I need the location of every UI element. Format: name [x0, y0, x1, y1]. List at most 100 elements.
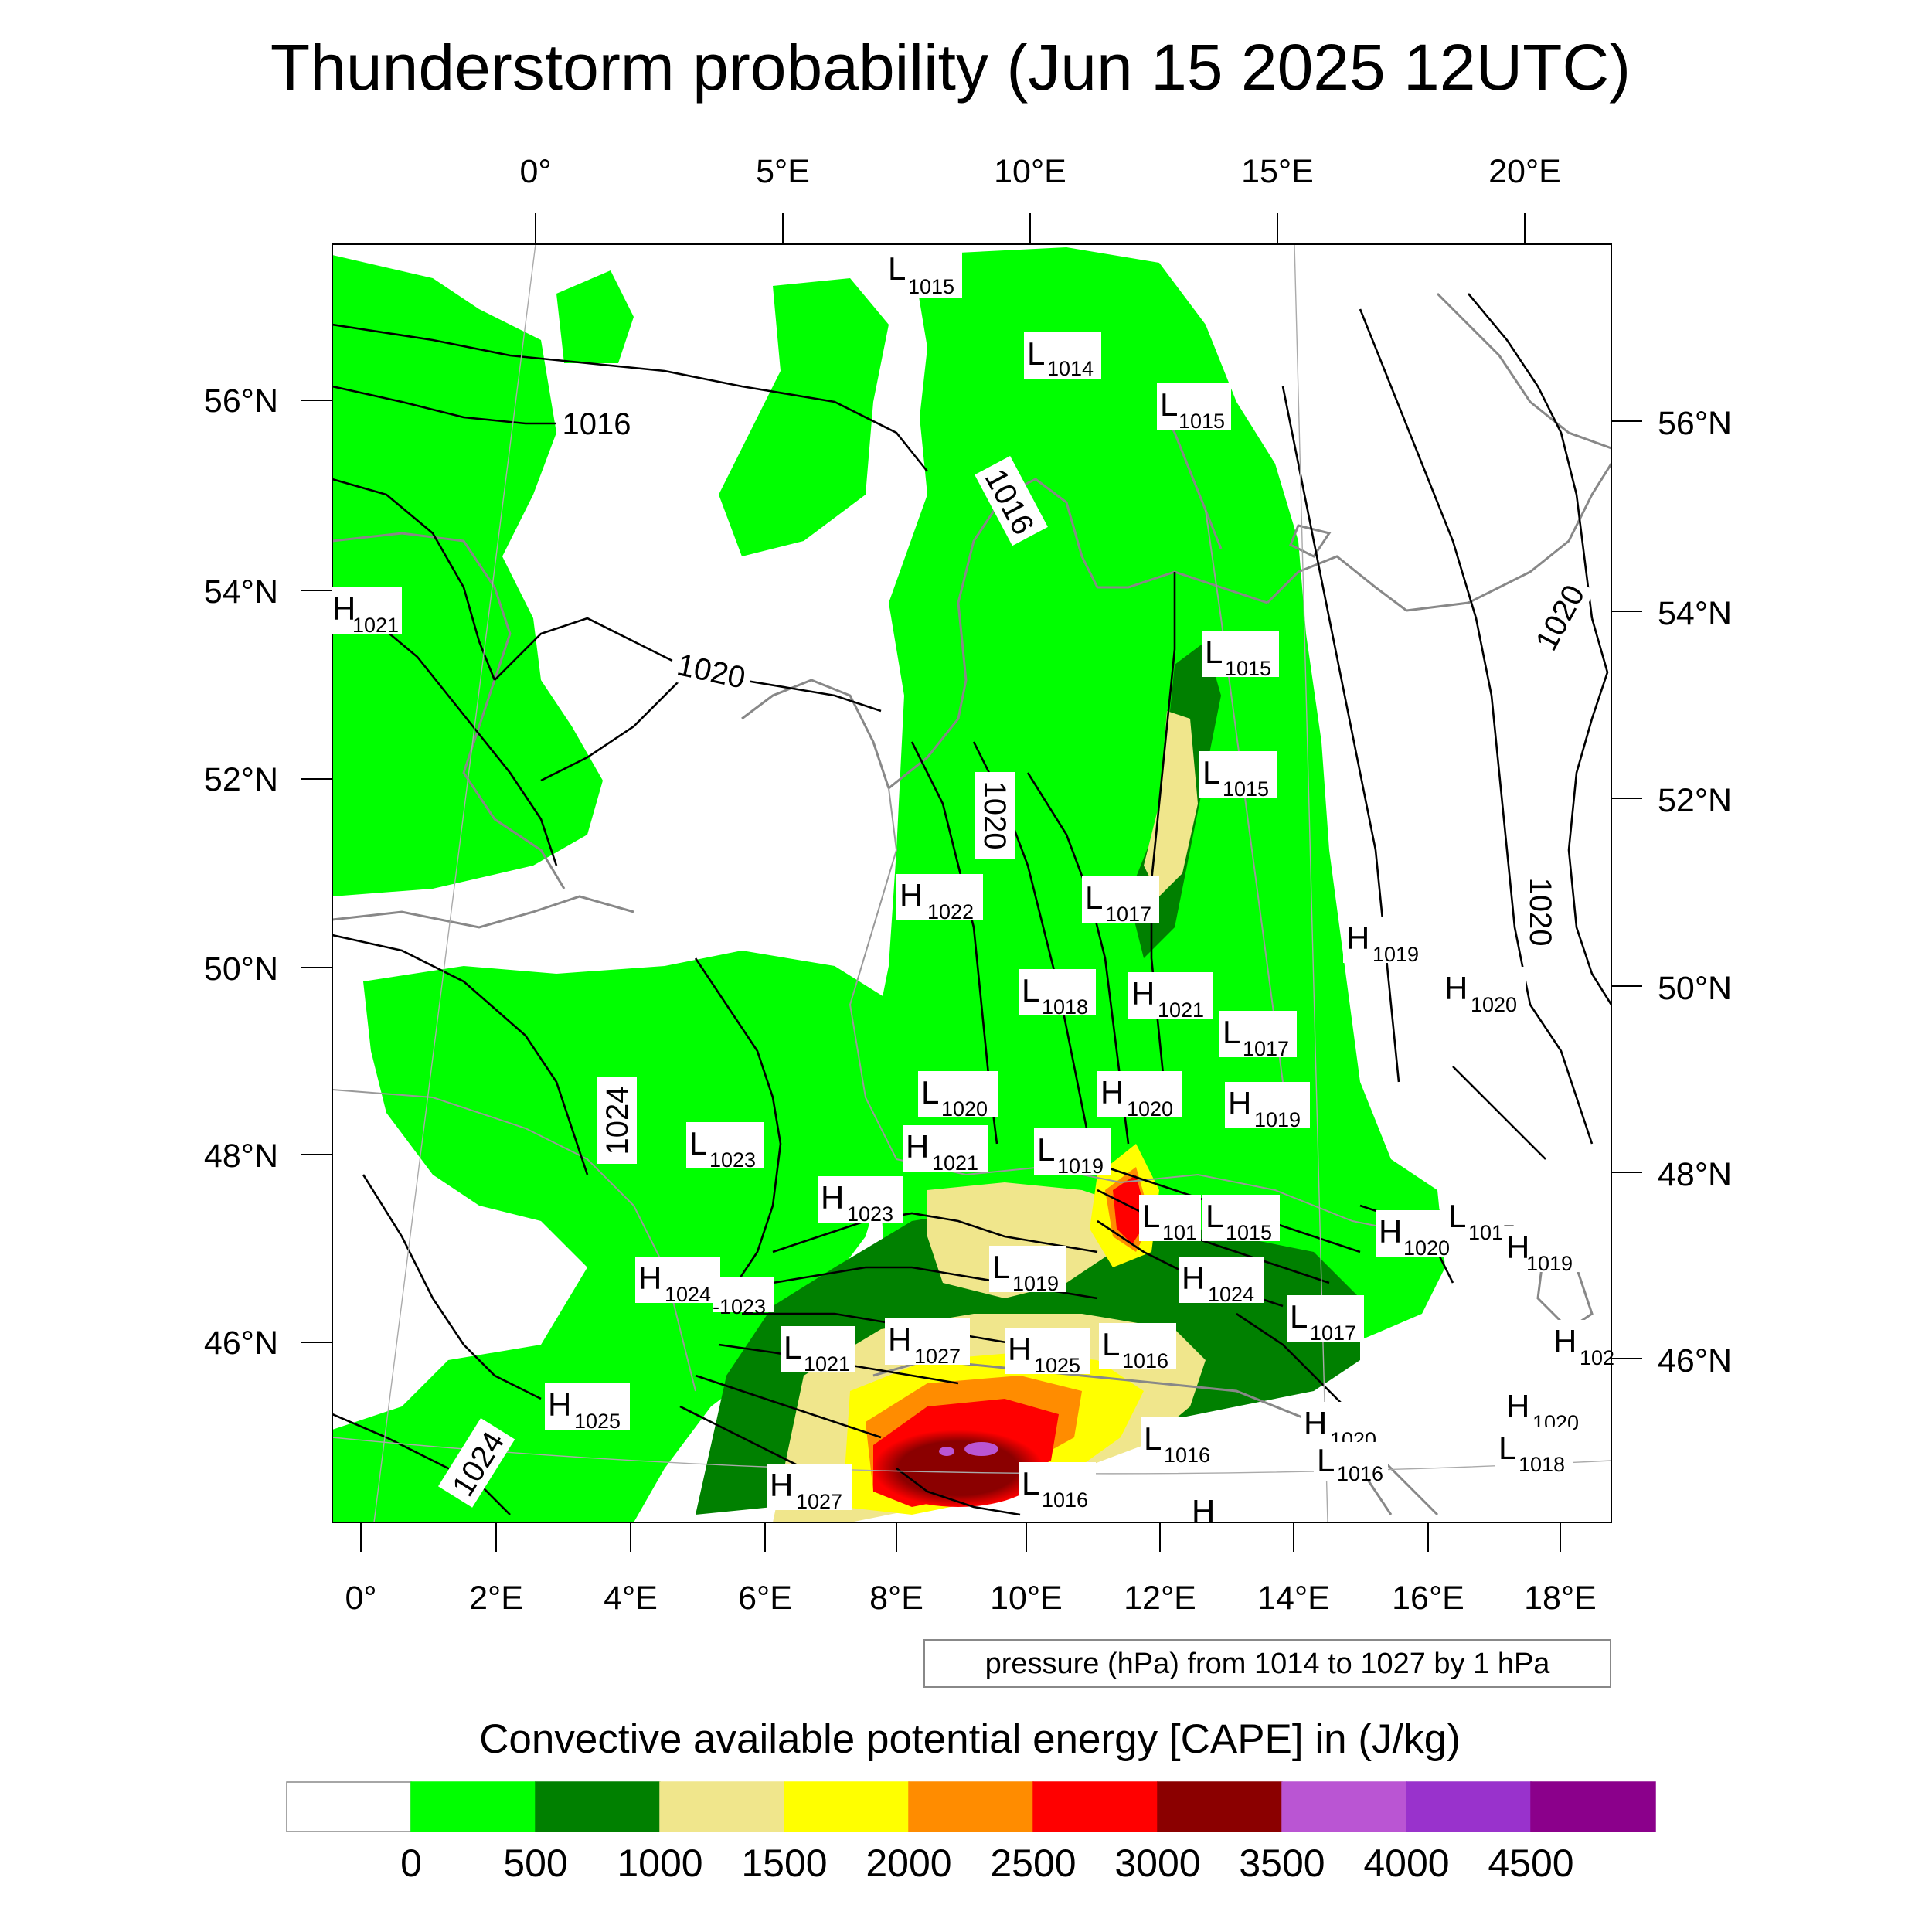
system-type: L — [1290, 1298, 1308, 1335]
cape-red-north — [1113, 1175, 1148, 1244]
system-value: 102 — [1580, 1346, 1614, 1369]
system-type: H — [548, 1386, 571, 1423]
legend-label: 1500 — [741, 1842, 827, 1885]
system-value: 1021 — [352, 614, 399, 637]
legend-label: 4000 — [1363, 1842, 1449, 1885]
legend-label: 4500 — [1488, 1842, 1573, 1885]
legend-swatch — [784, 1781, 910, 1832]
system-value: 1017 — [1243, 1037, 1289, 1060]
top-lon-label: 10°E — [994, 153, 1066, 190]
system-value: 1017 — [1310, 1321, 1356, 1345]
legend-swatch — [410, 1781, 536, 1832]
contour-info-text: pressure (hPa) from 1014 to 1027 by 1 hP… — [985, 1648, 1551, 1680]
right-lat-label: 46°N — [1658, 1342, 1732, 1379]
system-type: H — [1100, 1074, 1124, 1111]
isobar-label: 1016 — [563, 407, 631, 441]
map-title: Thunderstorm probability (Jun 15 2025 12… — [270, 31, 1631, 104]
system-type: H — [1553, 1323, 1577, 1359]
bottom-lon-label: 4°E — [604, 1580, 658, 1617]
cape-green-south — [332, 951, 912, 1522]
system-value: 1018 — [1519, 1453, 1565, 1476]
system-value: 1019 — [1372, 943, 1419, 966]
system-value: 1023 — [847, 1202, 893, 1226]
system-type: H — [821, 1179, 844, 1216]
system-value: 1019 — [1012, 1272, 1059, 1295]
system-type: L — [1102, 1326, 1120, 1362]
left-lat-label: 50°N — [204, 951, 278, 988]
isobar-label: 1020 — [978, 781, 1012, 850]
system-value: 1024 — [1208, 1283, 1254, 1306]
contour-info-box: pressure (hPa) from 1014 to 1027 by 1 hP… — [923, 1639, 1611, 1688]
system-value: 1019 — [1526, 1252, 1573, 1275]
bottom-lon-label: 8°E — [869, 1580, 923, 1617]
bottom-lon-ticks — [360, 1522, 1561, 1552]
system-type: L — [1142, 1198, 1160, 1234]
isobar-labels: 1016 1016 1020 1020 1020 1020 1024 1024 — [438, 402, 1595, 1508]
left-lat-ticks — [301, 400, 332, 1343]
system-type: L — [1085, 879, 1103, 916]
system-type: L — [784, 1329, 801, 1366]
system-type: L — [1144, 1420, 1162, 1457]
cape-green-west — [332, 255, 603, 896]
system-type: H — [1304, 1405, 1327, 1441]
legend-label: 3500 — [1239, 1842, 1325, 1885]
system-type: H — [1131, 975, 1155, 1012]
left-lat-label: 52°N — [204, 761, 278, 798]
system-type: H — [1182, 1260, 1205, 1296]
legend-swatch — [286, 1781, 412, 1832]
system-type: L — [1206, 1198, 1223, 1234]
system-value: 1021 — [1158, 998, 1204, 1022]
system-value: 1027 — [914, 1345, 961, 1368]
right-lat-labels: 56°N 54°N 52°N 50°N 48°N 46°N — [1658, 405, 1732, 1379]
bottom-lon-label: 2°E — [469, 1580, 523, 1617]
cape-green-channel — [719, 278, 889, 556]
system-type: L — [1022, 1465, 1039, 1502]
system-value: 1015 — [1226, 1221, 1272, 1244]
system-type: L — [1498, 1430, 1516, 1466]
system-type: H — [638, 1260, 662, 1296]
system-type: L — [689, 1125, 707, 1162]
cape-green-northwest — [556, 270, 634, 363]
system-value: 1018 — [1042, 995, 1088, 1019]
system-type: H — [1506, 1388, 1529, 1424]
legend-swatch — [1157, 1781, 1283, 1832]
system-value: 101 — [1162, 1221, 1197, 1244]
system-type: L — [1317, 1442, 1335, 1478]
top-lon-label: 20°E — [1488, 153, 1561, 190]
top-lon-label: 0° — [519, 153, 551, 190]
system-type: L — [1027, 335, 1045, 372]
legend-swatch — [535, 1781, 661, 1832]
top-lon-label: 15°E — [1241, 153, 1314, 190]
system-value: 1022 — [927, 900, 974, 923]
system-value: 1024 — [665, 1283, 711, 1306]
system-value: 1023 — [709, 1148, 756, 1172]
system-value: 1016 — [1337, 1462, 1383, 1485]
system-type: H — [1008, 1331, 1031, 1367]
system-value: 1025 — [574, 1410, 621, 1433]
system-type: L — [888, 250, 906, 287]
right-lat-ticks — [1611, 420, 1642, 1359]
legend-colorbar — [286, 1781, 1656, 1832]
system-type: L — [1202, 754, 1220, 791]
system-value: 1021 — [932, 1151, 978, 1175]
right-lat-label: 48°N — [1658, 1156, 1732, 1193]
legend-swatch — [1032, 1781, 1158, 1832]
system-value: 1016 — [1042, 1488, 1088, 1512]
bottom-lon-label: 6°E — [738, 1580, 792, 1617]
system-value: 1020 — [1403, 1236, 1450, 1260]
system-type: L — [992, 1249, 1010, 1285]
cape-purple-spot-2 — [939, 1447, 954, 1456]
system-type: L — [1160, 386, 1178, 423]
legend-swatch — [659, 1781, 785, 1832]
system-value: 1015 — [1225, 657, 1271, 680]
system-type: L — [1037, 1131, 1055, 1168]
legend-title: Convective available potential energy [C… — [479, 1716, 1461, 1762]
system-type: H — [1444, 970, 1468, 1006]
system-type: H — [1192, 1493, 1215, 1529]
cape-darkred-core — [873, 1430, 1043, 1507]
system-value: 1016 — [1164, 1444, 1210, 1467]
system-value: 1016 — [1122, 1349, 1168, 1372]
system-type: L — [921, 1074, 939, 1111]
